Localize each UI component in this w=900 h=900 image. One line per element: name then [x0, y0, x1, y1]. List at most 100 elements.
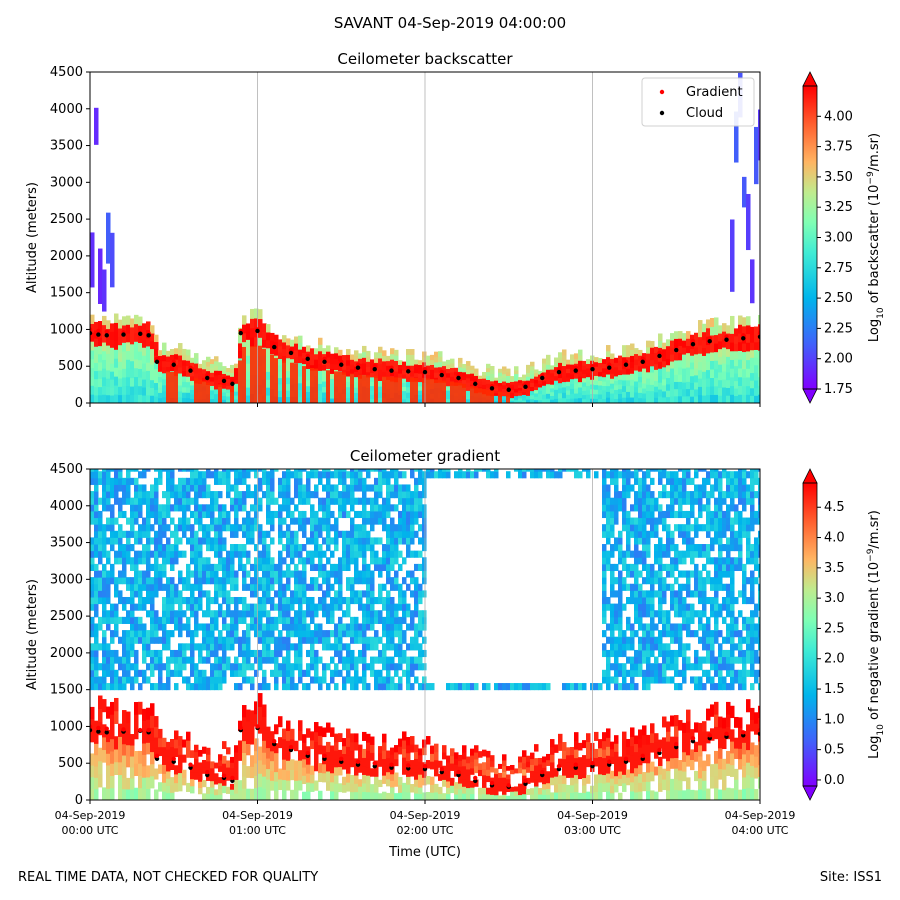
- y-tick-label: 3000: [50, 572, 83, 587]
- legend: Gradient Cloud: [641, 77, 755, 127]
- cloud-point: [757, 731, 760, 736]
- gradient-point: [389, 762, 394, 767]
- gradient-point: [657, 747, 662, 753]
- y-tick-label: 500: [58, 359, 83, 374]
- y-tick-label: 2500: [50, 609, 83, 624]
- y-tick-label: 0: [75, 396, 83, 411]
- cloud-point: [146, 333, 151, 338]
- cloud-point: [90, 727, 93, 733]
- gradient-point: [556, 763, 562, 769]
- gradient-point: [238, 725, 243, 731]
- legend-marker: [659, 110, 665, 116]
- legend-marker: [659, 89, 665, 95]
- cloud-point: [707, 339, 712, 344]
- cloud-point: [205, 375, 210, 381]
- figure-title: SAVANT 04-Sep-2019 04:00:00: [333, 14, 567, 32]
- colorbar-tick-label: 3.00: [824, 231, 853, 246]
- gradient-point: [121, 727, 126, 732]
- cloud-point: [523, 384, 528, 390]
- gradient-panel: 0 500 1000 1500 2000 2500 3000 3500 4000 4500 04-S…: [25, 447, 886, 860]
- gradient-point: [205, 769, 210, 775]
- gradient-point: [255, 724, 260, 729]
- gradient-point: [757, 727, 760, 733]
- cloud-point: [255, 328, 260, 334]
- gradient-point: [221, 773, 227, 778]
- colorbar-tick-label: 4.5: [824, 500, 845, 515]
- cloud-point: [90, 330, 93, 336]
- panel-title: Ceilometer gradient: [350, 447, 500, 465]
- gradient-point: [690, 736, 696, 741]
- cloud-point: [272, 344, 277, 350]
- colorbar-frame: [802, 482, 818, 787]
- legend-box: [641, 77, 755, 127]
- cloud-point: [104, 333, 109, 338]
- colorbar-bar: [803, 86, 817, 389]
- colorbar-label: Log10 of negative gradient (10−9/m.sr): [866, 510, 886, 759]
- gradient-point: [146, 727, 151, 733]
- gradient-point: [540, 769, 545, 775]
- gradient-point: [339, 756, 344, 762]
- gradient-point: [90, 724, 93, 729]
- colorbar-tick-label: 2.0: [824, 652, 845, 667]
- y-tick-label: 3500: [50, 139, 83, 154]
- gradient-point: [623, 756, 629, 762]
- y-tick-label: 1500: [50, 286, 83, 301]
- gradient-point: [104, 726, 109, 731]
- colorbar-tick-label: 4.0: [824, 531, 845, 546]
- cloud-point: [238, 330, 243, 336]
- cloud-point: [339, 362, 344, 367]
- colorbar-tick-label: 2.25: [824, 321, 853, 336]
- gradient-point: [372, 761, 377, 766]
- cloud-point: [305, 356, 310, 362]
- gradient-point: [406, 763, 411, 768]
- y-tick-label: 1000: [50, 719, 83, 734]
- cloud-point: [188, 368, 193, 373]
- gradient-point: [96, 328, 101, 334]
- cloud-point: [607, 365, 612, 370]
- colorbar-tick-label: 2.00: [824, 352, 853, 367]
- y-tick-label: 3500: [50, 536, 83, 551]
- cloud-point: [657, 353, 662, 359]
- cloud-point: [640, 359, 645, 365]
- gradient-point: [489, 780, 495, 786]
- gradient-point: [230, 775, 235, 781]
- heatmap-field: [90, 469, 760, 800]
- x-tick-label: 04-Sep-2019: [557, 809, 628, 822]
- y-axis-label: Altitude (meters): [25, 579, 40, 690]
- colorbar-bar: [803, 483, 817, 786]
- colorbar-label: Log10 of backscatter (10−9/m.sr): [866, 133, 886, 342]
- gradient-point: [154, 753, 160, 759]
- x-tick-label: 04:00 UTC: [731, 824, 788, 837]
- gradient-point: [607, 759, 612, 764]
- cloud-point: [96, 729, 101, 734]
- cloud-point: [389, 368, 394, 373]
- gradient-point: [288, 744, 294, 750]
- colorbar-tick-label: 4.00: [824, 109, 853, 124]
- cloud-point: [288, 350, 294, 356]
- cloud-point: [741, 336, 746, 341]
- gradient-point: [590, 761, 595, 766]
- panel-title: Ceilometer backscatter: [337, 50, 513, 68]
- gradient-point: [573, 762, 578, 767]
- colorbar-extend-max: [802, 468, 818, 484]
- y-tick-label: 2000: [50, 646, 83, 661]
- quality-disclaimer: REAL TIME DATA, NOT CHECKED FOR QUALITY: [18, 870, 319, 885]
- cloud-point: [322, 359, 327, 365]
- cloud-point: [674, 347, 679, 353]
- gradient-point: [96, 725, 101, 731]
- y-tick-label: 1500: [50, 683, 83, 698]
- x-tick-label: 04-Sep-2019: [390, 809, 461, 822]
- cloud-point: [96, 332, 101, 337]
- gradient-point: [305, 750, 310, 756]
- colorbar: 0.0 0.5 1.0 1.5 2.0 2.5 3.0 3.5 4.0 4.5 Log10 of n…: [802, 468, 886, 801]
- gradient-point: [272, 738, 277, 744]
- cloud-point: [573, 368, 578, 373]
- cloud-point: [406, 369, 411, 374]
- gradient-point: [322, 753, 327, 759]
- gradient-point: [724, 731, 729, 736]
- cloud-point: [171, 362, 176, 367]
- gradient-point: [104, 329, 109, 334]
- backscatter-panel: 0 500 1000 1500 2000 2500 3000 3500 4000 4500 Ceil…: [25, 50, 886, 411]
- colorbar-tick-label: 2.5: [824, 621, 845, 636]
- gradient-point: [90, 327, 93, 332]
